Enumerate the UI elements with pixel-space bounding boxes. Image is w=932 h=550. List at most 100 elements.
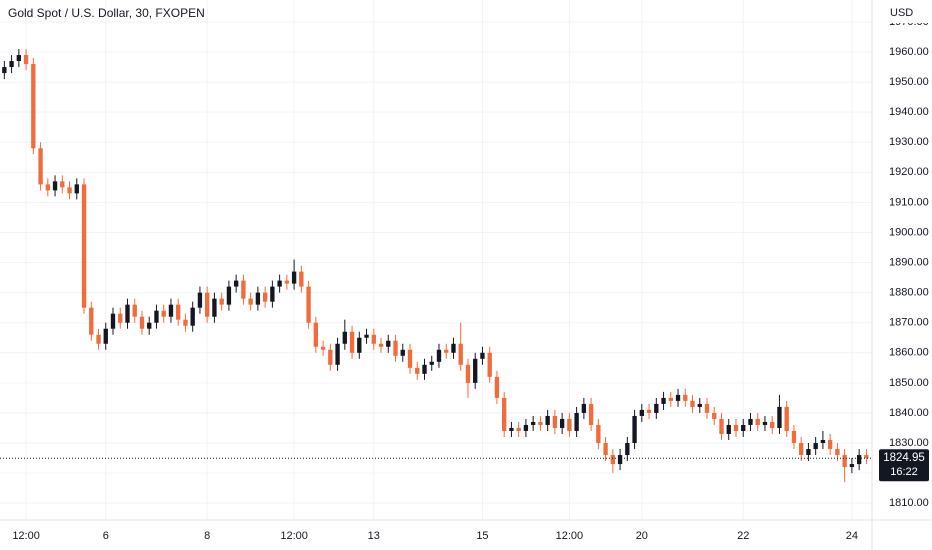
- candle-body: [654, 403, 659, 413]
- candle-body: [328, 349, 333, 365]
- candle-body: [487, 352, 492, 377]
- candle-body: [118, 313, 123, 323]
- candle-body: [545, 415, 550, 425]
- candle-body: [559, 418, 565, 428]
- candle-body: [422, 364, 427, 374]
- candle-body: [52, 181, 58, 191]
- countdown: 16:22: [890, 466, 918, 478]
- y-tick-label: 1910.00: [889, 196, 929, 208]
- candle-body: [473, 358, 478, 383]
- candle-body: [856, 455, 862, 465]
- x-tick-label: 6: [103, 530, 109, 542]
- candle-body: [835, 449, 840, 456]
- candle-body: [139, 316, 145, 329]
- time-axis-bg: [0, 520, 872, 550]
- candle-body: [349, 331, 355, 353]
- y-tick-label: 1850.00: [889, 377, 929, 389]
- candle-body: [378, 343, 384, 347]
- candle-body: [465, 364, 471, 383]
- candle-body: [494, 376, 500, 398]
- x-tick-label: 15: [476, 530, 488, 542]
- candle-body: [610, 455, 616, 465]
- currency: USD: [890, 7, 913, 19]
- candle-body: [530, 421, 536, 425]
- x-tick-label: 22: [737, 530, 749, 542]
- axes: 1810.001820.001830.001840.001850.001860.…: [0, 16, 929, 542]
- candle-body: [168, 304, 174, 317]
- x-tick-label: 13: [368, 530, 380, 542]
- candle-body: [219, 298, 224, 305]
- candle-body: [74, 184, 79, 194]
- y-tick-label: 1940.00: [889, 106, 929, 118]
- candle-body: [632, 415, 637, 444]
- candle-body: [248, 298, 253, 305]
- candle-body: [212, 298, 217, 317]
- candle-body: [581, 403, 587, 413]
- candle-body: [364, 334, 369, 338]
- candle-body: [820, 440, 826, 444]
- candle-body: [154, 310, 159, 323]
- candle-body: [255, 292, 261, 305]
- candle-body: [125, 304, 130, 323]
- candle-body: [697, 403, 702, 407]
- candle-body: [552, 415, 558, 428]
- x-tick-label: 12:00: [12, 530, 40, 542]
- y-tick-label: 1960.00: [889, 46, 929, 58]
- candle-body: [197, 292, 203, 308]
- candle-body: [270, 286, 275, 302]
- candle-body: [849, 464, 855, 468]
- candle-body: [291, 271, 297, 284]
- candle-body: [320, 346, 326, 350]
- candle-body: [719, 418, 724, 434]
- y-tick-label: 1860.00: [889, 347, 929, 359]
- candle-body: [45, 184, 50, 191]
- candle-body: [23, 55, 29, 65]
- candle-body: [38, 148, 43, 185]
- candle-body: [393, 340, 398, 356]
- y-tick-label: 1900.00: [889, 226, 929, 238]
- candle-body: [81, 184, 87, 308]
- candle-body: [827, 440, 833, 450]
- candle-body: [60, 181, 65, 188]
- grid: [0, 0, 872, 520]
- y-tick-label: 1810.00: [889, 497, 929, 509]
- candle-body: [176, 304, 181, 320]
- candle-body: [480, 352, 485, 359]
- candle-body: [16, 55, 22, 62]
- last-price-label: 1824.95: [883, 452, 925, 464]
- candle-body: [690, 400, 695, 407]
- candle-body: [516, 427, 521, 431]
- candle-body: [574, 412, 579, 431]
- candle-body: [436, 349, 442, 362]
- candle-body: [567, 418, 572, 431]
- candle-body: [342, 331, 347, 344]
- candle-body: [791, 430, 797, 444]
- currency-bg: [876, 3, 932, 23]
- candle-body: [639, 409, 644, 416]
- candle-body: [407, 349, 413, 368]
- x-tick-label: 20: [636, 530, 648, 542]
- candle-body: [284, 280, 290, 284]
- candle-body: [2, 67, 7, 74]
- candle-body: [770, 421, 775, 428]
- candle-body: [784, 406, 789, 431]
- y-tick-label: 1950.00: [889, 76, 929, 88]
- y-tick-label: 1840.00: [889, 407, 929, 419]
- candle-body: [799, 443, 804, 456]
- candle-body: [538, 421, 543, 425]
- candle-body: [89, 307, 94, 335]
- candle-body: [190, 307, 195, 326]
- candle-body: [617, 455, 623, 465]
- candle-body: [712, 412, 717, 419]
- candle-body: [646, 409, 652, 413]
- candles: [2, 49, 869, 483]
- candle-body: [509, 427, 514, 431]
- candle-body: [306, 286, 311, 323]
- candle-body: [386, 340, 391, 347]
- candle-body: [523, 424, 529, 431]
- y-tick-label: 1920.00: [889, 166, 929, 178]
- candle-body: [704, 403, 710, 413]
- candle-body: [277, 280, 282, 287]
- candle-body: [806, 449, 811, 456]
